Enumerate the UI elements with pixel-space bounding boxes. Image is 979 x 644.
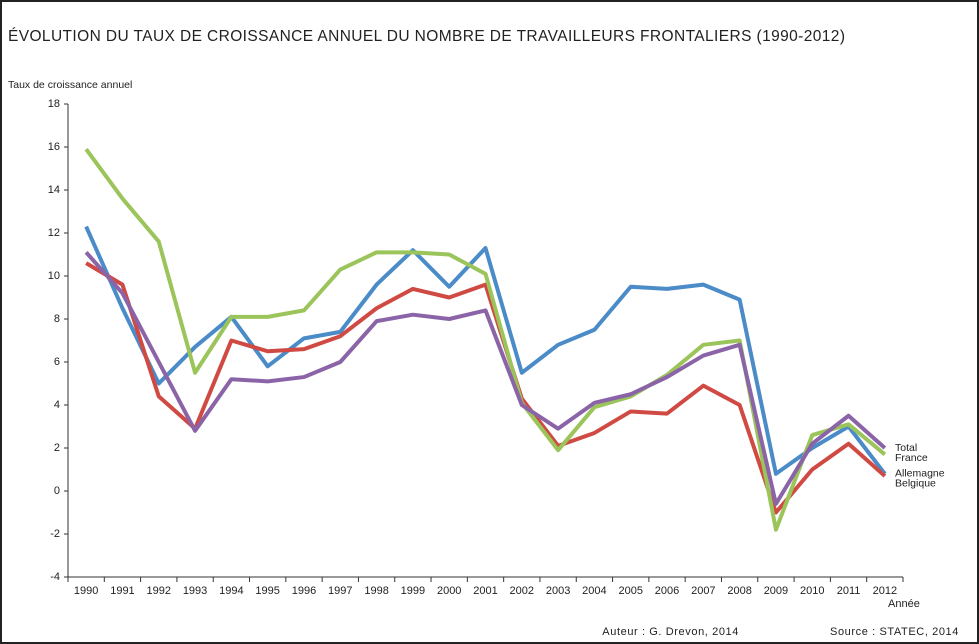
x-tick-label: 2002 bbox=[510, 585, 534, 597]
x-tick-label: 1995 bbox=[255, 585, 279, 597]
y-tick-label: 12 bbox=[48, 227, 60, 239]
series-line bbox=[84, 251, 887, 506]
x-tick-label: 1993 bbox=[183, 585, 207, 597]
x-tick-label: 2006 bbox=[655, 585, 679, 597]
x-tick-label: 1994 bbox=[219, 585, 243, 597]
source: Source : STATEC, 2014 bbox=[830, 626, 959, 638]
x-tick-label: 1991 bbox=[110, 585, 134, 597]
y-tick-label: 4 bbox=[54, 399, 60, 411]
series-line bbox=[84, 225, 887, 476]
y-axis-label: Taux de croissance annuel bbox=[8, 79, 132, 91]
x-tick-label: 2012 bbox=[873, 585, 897, 597]
series-line bbox=[85, 261, 887, 515]
x-tick-label: 2000 bbox=[437, 585, 461, 597]
y-tick-label: -2 bbox=[50, 528, 60, 540]
x-tick-label: 1996 bbox=[292, 585, 316, 597]
x-tick-label: 2008 bbox=[727, 585, 751, 597]
legend-label: France bbox=[895, 452, 928, 464]
y-tick-label: 2 bbox=[54, 442, 60, 454]
y-tick-label: 10 bbox=[48, 270, 60, 282]
x-tick-label: 2011 bbox=[837, 585, 861, 597]
legend-label: Allemagne bbox=[895, 468, 945, 480]
y-tick-label: 6 bbox=[54, 356, 60, 368]
y-tick-label: 14 bbox=[48, 184, 60, 196]
x-tick-label: 2009 bbox=[764, 585, 788, 597]
x-tick-label: 2005 bbox=[618, 585, 642, 597]
x-tick-label: 1992 bbox=[147, 585, 171, 597]
chart-title: ÉVOLUTION DU TAUX DE CROISSANCE ANNUEL D… bbox=[8, 28, 846, 45]
x-tick-label: 2004 bbox=[582, 585, 606, 597]
author: Auteur : G. Drevon, 2014 bbox=[602, 626, 739, 638]
x-tick-label: 2010 bbox=[800, 585, 824, 597]
y-tick-label: 16 bbox=[48, 141, 60, 153]
y-tick-label: -4 bbox=[50, 571, 60, 583]
x-tick-label: 1997 bbox=[328, 585, 352, 597]
x-tick-label: 1990 bbox=[74, 585, 98, 597]
x-tick-label: 1999 bbox=[401, 585, 425, 597]
x-tick-label: 2003 bbox=[546, 585, 570, 597]
y-tick-label: 18 bbox=[48, 98, 60, 110]
legend-label: Total bbox=[895, 442, 917, 454]
x-tick-label: 1998 bbox=[364, 585, 388, 597]
x-tick-label: 2007 bbox=[691, 585, 715, 597]
x-axis-label: Année bbox=[888, 598, 920, 610]
y-tick-label: 0 bbox=[54, 485, 60, 497]
y-tick-label: 8 bbox=[54, 313, 60, 325]
x-tick-label: 2001 bbox=[473, 585, 497, 597]
legend-label: Belgique bbox=[895, 478, 936, 490]
